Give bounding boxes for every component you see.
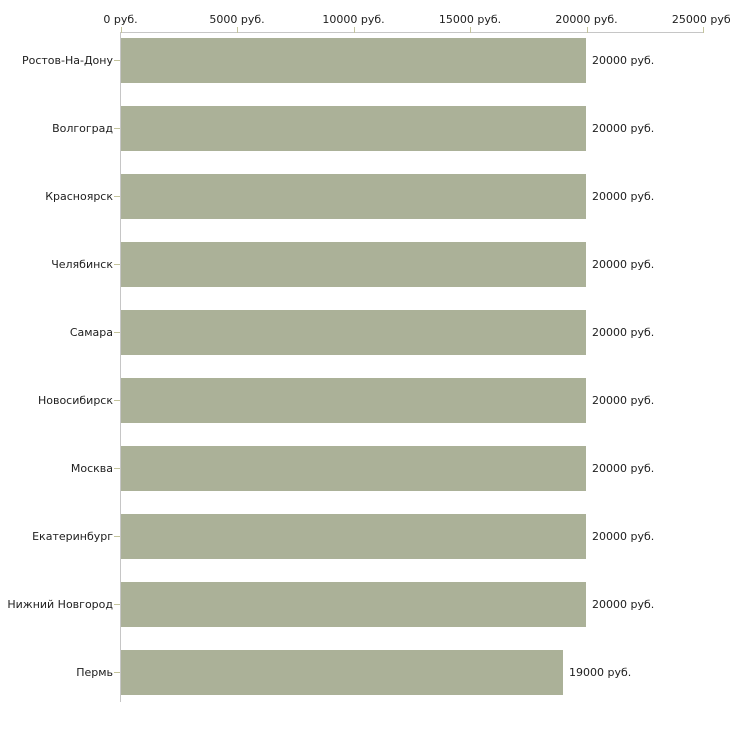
- x-axis-tick-mark: [353, 27, 355, 33]
- bar: [121, 309, 586, 355]
- category-tick-mark: [114, 535, 120, 537]
- category-label: Москва: [70, 461, 113, 475]
- bar-row: Новосибирск 20000 руб.: [0, 377, 730, 423]
- bar-row: Екатеринбург 20000 руб.: [0, 513, 730, 559]
- category-label: Красноярск: [45, 189, 113, 203]
- category-tick-mark: [114, 671, 120, 673]
- category-tick-mark: [114, 331, 120, 333]
- x-axis-tick-label: 20000 руб.: [555, 13, 618, 26]
- x-axis-tick-label: 10000 руб.: [322, 13, 385, 26]
- category-tick-mark: [114, 127, 120, 129]
- x-axis-tick-label: 0 руб.: [103, 13, 138, 26]
- bar-row: Самара 20000 руб.: [0, 309, 730, 355]
- category-label: Волгоград: [52, 121, 113, 135]
- category-tick-mark: [114, 263, 120, 265]
- bar-row: Нижний Новгород 20000 руб.: [0, 581, 730, 627]
- value-label: 20000 руб.: [592, 461, 655, 475]
- value-label: 20000 руб.: [592, 257, 655, 271]
- category-label: Нижний Новгород: [7, 597, 113, 611]
- value-label: 20000 руб.: [592, 189, 655, 203]
- category-tick-mark: [114, 195, 120, 197]
- bar: [121, 581, 586, 627]
- x-axis-tick-mark: [703, 27, 704, 33]
- x-axis-tick-mark: [586, 27, 588, 33]
- category-tick-mark: [114, 603, 120, 605]
- category-label: Новосибирск: [37, 393, 113, 407]
- value-label: 19000 руб.: [569, 665, 632, 679]
- bar-row: Москва 20000 руб.: [0, 445, 730, 491]
- bar: [121, 513, 586, 559]
- bar: [121, 37, 586, 83]
- bar: [121, 173, 586, 219]
- category-tick-mark: [114, 467, 120, 469]
- value-label: 20000 руб.: [592, 53, 655, 67]
- value-label: 20000 руб.: [592, 393, 655, 407]
- x-axis-tick-label: 15000 руб.: [438, 13, 502, 26]
- bar-row: Челябинск 20000 руб.: [0, 241, 730, 287]
- value-label: 20000 руб.: [592, 529, 655, 543]
- x-axis-tick-mark: [120, 27, 122, 33]
- bar: [121, 377, 586, 423]
- bar-row: Пермь 19000 руб.: [0, 649, 730, 695]
- category-label: Пермь: [76, 665, 113, 679]
- y-axis-line: [120, 32, 121, 702]
- bar: [121, 241, 586, 287]
- category-label: Екатеринбург: [32, 529, 113, 543]
- x-axis-tick-mark: [470, 27, 471, 33]
- bar: [121, 105, 586, 151]
- value-label: 20000 руб.: [592, 121, 655, 135]
- category-label: Самара: [69, 325, 113, 339]
- x-axis-line: [120, 32, 703, 33]
- bar: [121, 649, 563, 695]
- bar-row: Красноярск 20000 руб.: [0, 173, 730, 219]
- category-tick-mark: [114, 59, 120, 61]
- category-tick-mark: [114, 399, 120, 401]
- category-label: Ростов-На-Дону: [21, 53, 113, 67]
- category-label: Челябинск: [51, 257, 113, 271]
- x-axis-tick-label: 5000 руб.: [209, 13, 265, 26]
- bar-row: Волгоград 20000 руб.: [0, 105, 730, 151]
- x-axis-tick-label: 25000 руб.: [671, 13, 730, 26]
- value-label: 20000 руб.: [592, 597, 655, 611]
- bar-row: Ростов-На-Дону 20000 руб.: [0, 37, 730, 83]
- value-label: 20000 руб.: [592, 325, 655, 339]
- x-axis-tick-mark: [237, 27, 238, 33]
- bar: [121, 445, 586, 491]
